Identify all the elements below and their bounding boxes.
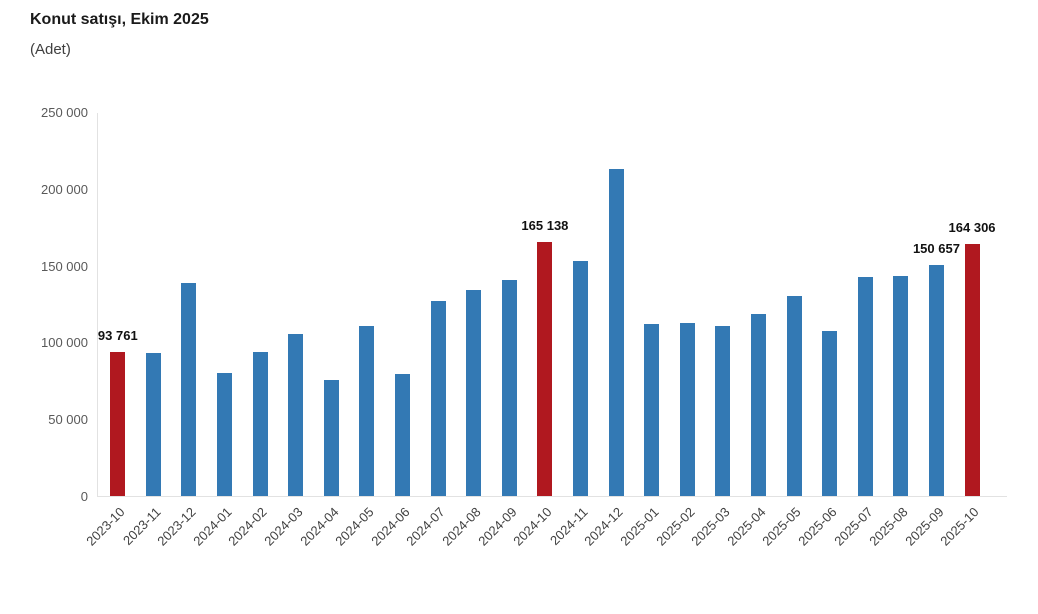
bar-2024-05 (359, 326, 375, 496)
bar-slot: 2024-05 (333, 113, 385, 549)
x-axis-tick-label: 2024-07 (403, 504, 449, 549)
x-axis-tick-label: 2025-06 (795, 504, 840, 549)
y-axis-tick-label: 50 000 (48, 412, 88, 428)
x-axis-tick-label: 2025-05 (759, 504, 804, 549)
bar-2024-04 (323, 379, 339, 496)
bar-2025-05 (786, 296, 802, 496)
chart-title: Konut satışı, Ekim 2025 (30, 11, 209, 28)
bar-2025-03 (715, 325, 731, 496)
bar-2024-01 (217, 372, 233, 496)
bar-2024-09 (501, 279, 517, 496)
bar-slot: 2025-05 (760, 113, 812, 549)
y-axis-tick-label: 250 000 (41, 105, 88, 120)
x-axis-tick-label: 2025-07 (830, 504, 876, 549)
bar-2023-12 (181, 283, 197, 496)
bar-2025-09 (928, 264, 944, 496)
bar-slot: 2024-09 (475, 113, 528, 549)
bar-slot: 2024-11 (547, 113, 599, 548)
bar-value-label: 93 761 (97, 328, 138, 343)
bar-slot: 2024-12 (582, 113, 634, 549)
x-axis-tick-label: 2024-08 (439, 504, 484, 549)
x-axis-tick-label: 2025-02 (652, 504, 698, 549)
bar-value-label: 150 657 (912, 240, 960, 256)
x-axis-tick-label: 2024-02 (225, 504, 271, 549)
bar-slot: 2024-01 (190, 113, 243, 549)
bar-2025-01 (644, 323, 660, 496)
bar-slot: 150 657 2025-09 (902, 113, 960, 549)
bars-row: 93 761 2023-10 2023-11 2023-12 2024-01 2024-0… (83, 113, 996, 549)
bar-2024-08 (466, 289, 482, 496)
bar-slot: 93 761 2023-10 (83, 113, 138, 549)
x-axis-tick-label: 2024-01 (190, 504, 235, 549)
y-axis-tick-label: 200 000 (41, 181, 88, 197)
x-axis-tick-label: 2024-05 (332, 504, 377, 549)
bar-slot: 2025-03 (688, 113, 741, 549)
bar-slot: 2025-04 (724, 113, 777, 549)
bar-slot: 2025-06 (795, 113, 848, 549)
bar-slot: 2024-08 (439, 113, 492, 549)
bar-2024-11 (573, 261, 589, 496)
plot-area: 93 761 2023-10 2023-11 2023-12 2024-01 2024-0… (83, 113, 1007, 549)
bar-slot: 165 138 2024-10 (510, 113, 568, 548)
y-axis-tick-labels: 0 50 000 100 000 150 000 200 000 250 000 (0, 105, 88, 504)
x-axis-tick-label: 2025-01 (617, 504, 662, 549)
bar-slot: 2025-08 (866, 113, 919, 549)
bar-value-label: 165 138 (521, 218, 569, 234)
bar-slot: 2024-03 (261, 113, 314, 549)
bar-2025-08 (893, 275, 909, 496)
x-axis-tick-label: 2025-03 (688, 504, 733, 549)
bar-2025-06 (822, 330, 838, 496)
bar-slot: 2025-07 (831, 113, 883, 549)
x-axis-tick-label: 2023-12 (154, 504, 199, 549)
bar-2024-10 (537, 242, 553, 496)
y-axis-tick-label: 0 (80, 489, 88, 504)
x-axis-tick-label: 2024-06 (368, 504, 413, 549)
bar-2023-10 (110, 352, 126, 496)
bar-2024-02 (252, 351, 268, 496)
bar-slot: 2025-01 (617, 113, 670, 549)
x-axis-tick-label: 2025-04 (724, 504, 769, 549)
bar-slot: 2024-06 (368, 113, 421, 549)
bar-slot: 2024-04 (297, 113, 350, 549)
bar-value-label: 164 306 (948, 219, 996, 235)
x-axis-tick-label: 2024-10 (510, 504, 555, 549)
bar-slot: 2024-02 (226, 113, 278, 549)
bar-slot: 2024-07 (404, 113, 456, 549)
bar-2025-10 (964, 243, 980, 496)
bar-slot: 2025-02 (653, 113, 706, 549)
bar-2024-03 (288, 334, 304, 496)
x-axis-tick-label: 2024-03 (261, 504, 306, 549)
bar-2024-07 (430, 300, 446, 496)
bar-2025-02 (679, 322, 695, 496)
bar-2024-12 (608, 169, 624, 496)
y-axis-tick-label: 100 000 (41, 335, 88, 351)
bar-2025-04 (750, 314, 766, 496)
bar-2023-11 (145, 352, 161, 496)
x-axis-tick-label: 2025-08 (866, 504, 911, 549)
bar-2024-06 (395, 374, 411, 496)
x-axis-tick-label: 2024-09 (474, 504, 520, 549)
x-axis-tick-label: 2025-10 (937, 504, 982, 549)
y-axis-tick-label: 150 000 (41, 258, 88, 274)
bar-slot: 164 306 2025-10 (938, 113, 996, 549)
chart-unit-label: (Adet) (30, 41, 71, 58)
x-axis-tick-label: 2025-09 (902, 504, 947, 549)
bar-slot: 2023-12 (155, 113, 207, 549)
bar-2025-07 (857, 276, 873, 496)
x-axis-tick-label: 2023-10 (83, 504, 128, 549)
bar-slot: 2023-11 (120, 113, 172, 548)
x-axis-tick-label: 2024-04 (296, 504, 342, 549)
x-axis-tick-label: 2024-12 (581, 504, 627, 549)
